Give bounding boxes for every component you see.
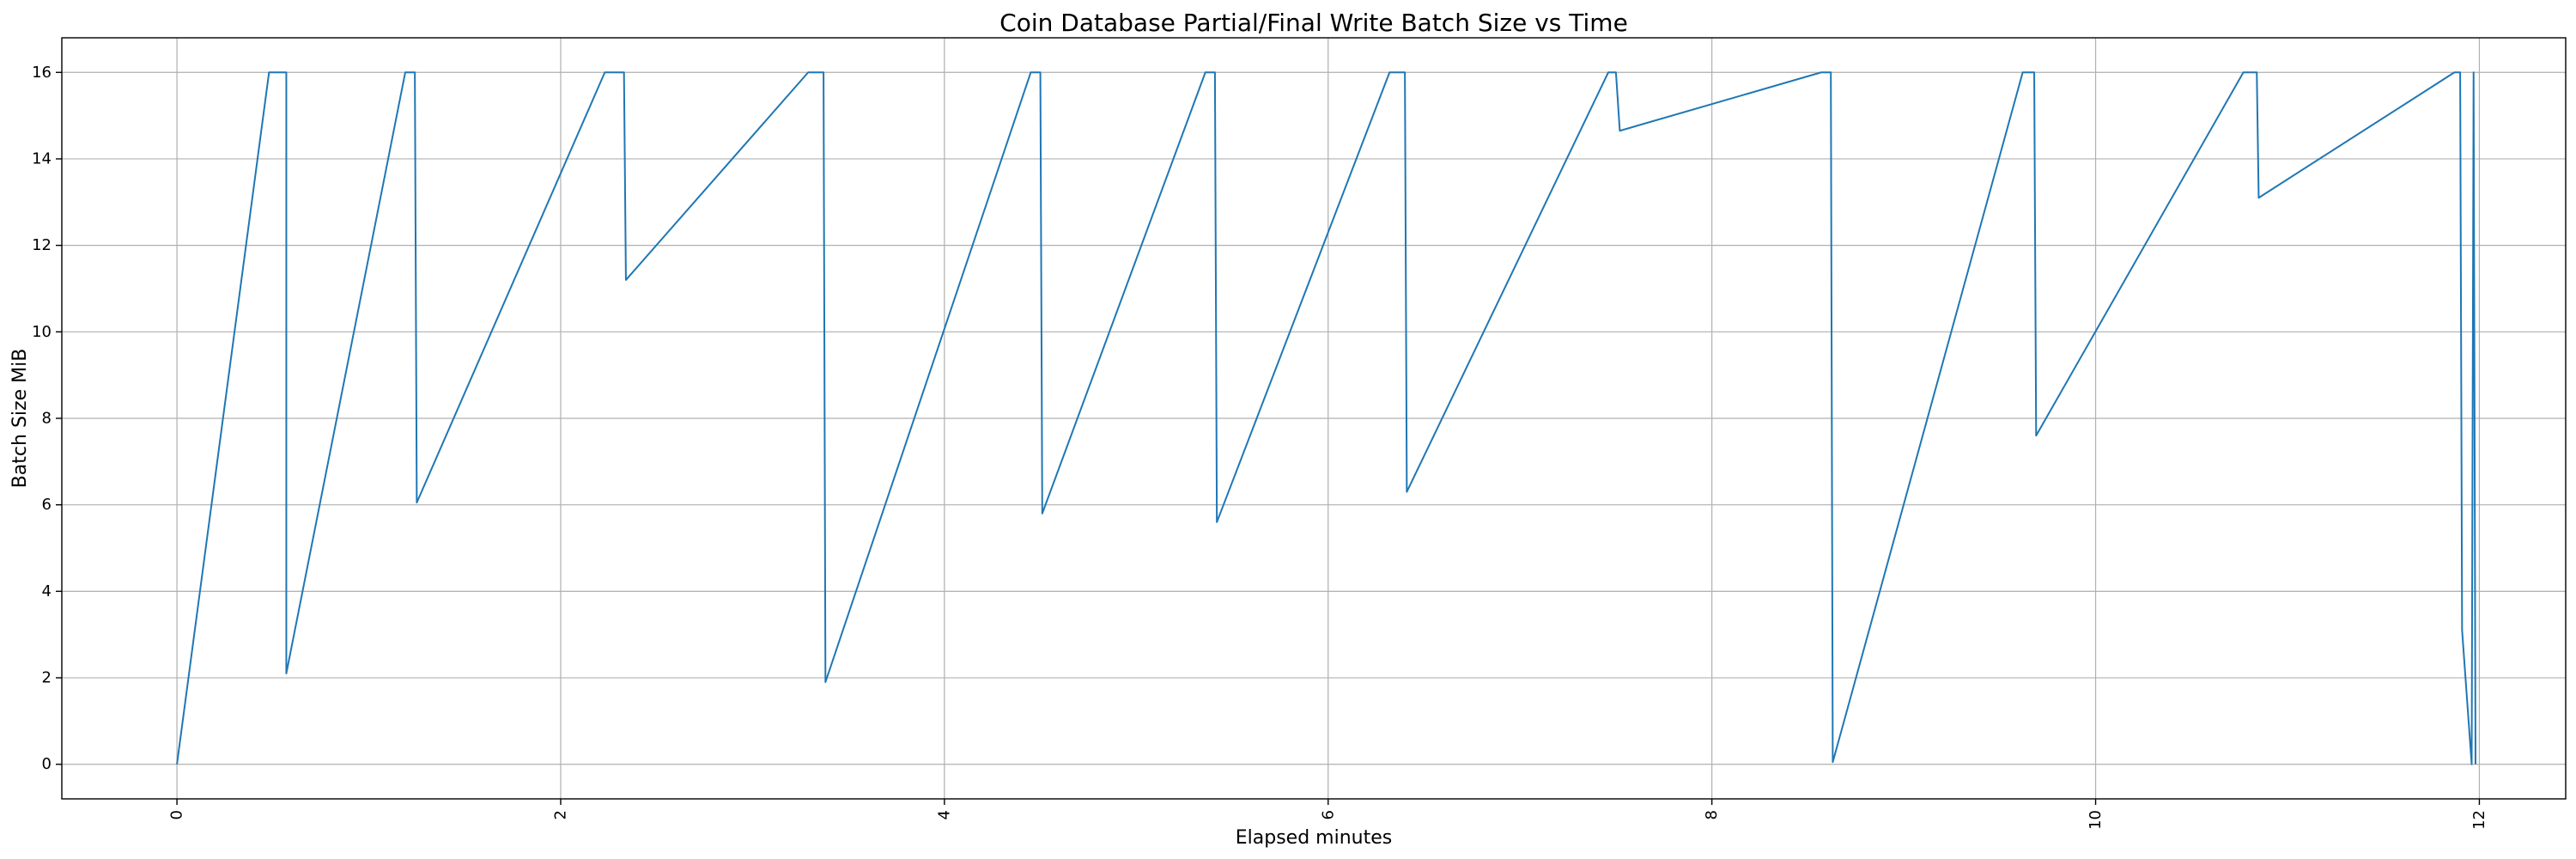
y-tick-label: 4 [42, 582, 52, 600]
y-tick-label: 2 [42, 669, 52, 687]
y-axis: 0 2 4 6 8 10 12 14 16 [32, 64, 62, 773]
x-tick-label: 8 [1703, 810, 1721, 819]
y-tick-label: 12 [32, 236, 52, 254]
series-line [176, 71, 2476, 765]
y-axis-label: Batch Size MiB [9, 349, 31, 489]
x-tick-label: 12 [2470, 810, 2488, 830]
x-axis: 0 2 4 6 8 10 12 [168, 799, 2488, 830]
x-tick-label: 10 [2087, 810, 2105, 830]
chart-title: Coin Database Partial/Final Write Batch … [999, 9, 1628, 37]
x-tick-label: 4 [935, 810, 953, 819]
y-tick-label: 14 [32, 149, 52, 168]
y-tick-label: 6 [42, 496, 52, 514]
y-tick-label: 10 [32, 323, 52, 341]
y-tick-label: 8 [42, 410, 52, 428]
x-tick-label: 2 [551, 810, 569, 819]
y-tick-label: 0 [42, 755, 52, 773]
x-tick-label: 6 [1319, 810, 1337, 819]
x-axis-label: Elapsed minutes [1236, 827, 1392, 849]
series-layer [176, 71, 2476, 765]
grid-layer [62, 38, 2566, 799]
y-tick-label: 16 [32, 64, 52, 82]
x-tick-label: 0 [168, 810, 186, 819]
